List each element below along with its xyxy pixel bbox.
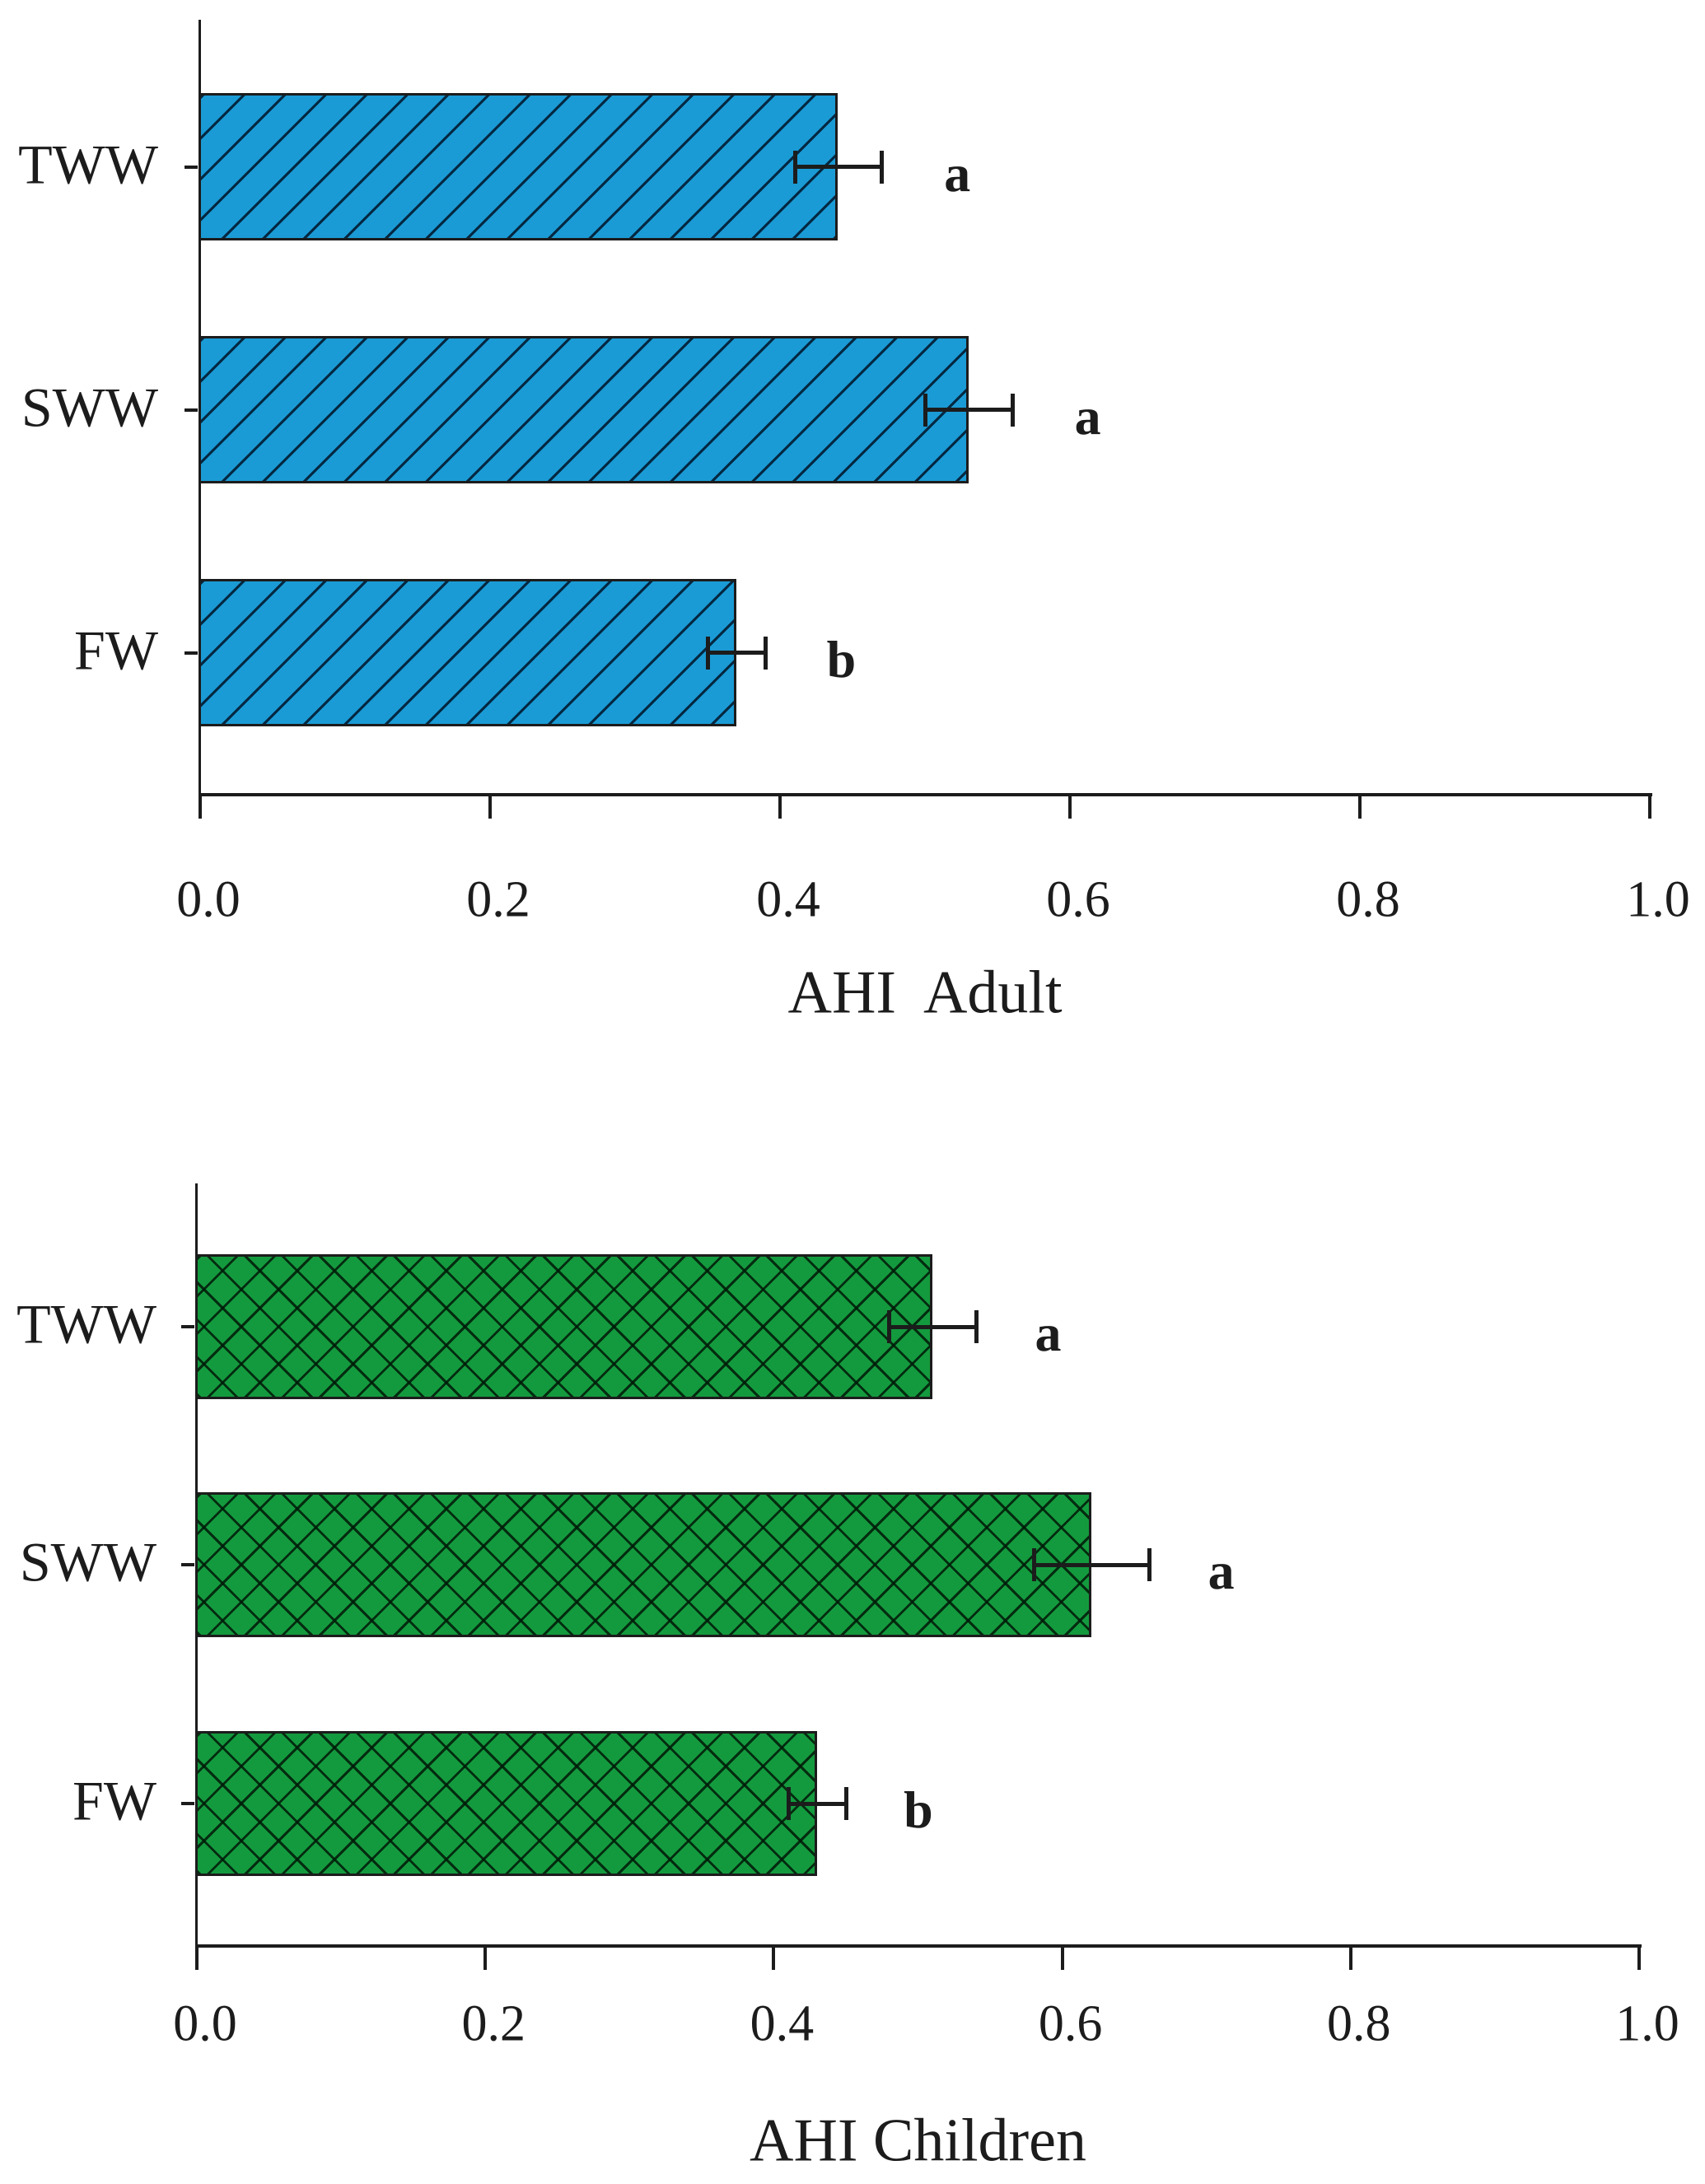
significance-letter: a: [1074, 386, 1101, 446]
error-bar: [787, 1801, 846, 1806]
x-tick-label: 0.0: [176, 871, 241, 928]
x-tick: [1648, 796, 1651, 819]
bar-tww: [199, 93, 838, 240]
x-tick-label: 0.4: [756, 871, 820, 928]
error-bar: [1033, 1562, 1149, 1567]
y-tick: [181, 1325, 194, 1328]
bar-sww: [199, 336, 969, 483]
error-bar-cap-right: [880, 150, 885, 184]
error-bar-cap-left: [786, 1787, 791, 1820]
x-tick: [1068, 796, 1072, 819]
significance-letter: b: [826, 629, 857, 688]
category-label-sww: SWW: [19, 1530, 156, 1594]
significance-letter: b: [904, 1780, 933, 1839]
x-axis-title: AHI Adult: [787, 959, 1063, 1027]
error-bar-cap-right: [1010, 393, 1015, 427]
x-axis-title: AHI Children: [750, 2107, 1086, 2175]
x-tick-label: 0.6: [1046, 871, 1110, 928]
x-axis: [199, 793, 1652, 796]
x-tick: [488, 796, 492, 819]
significance-letter: a: [1208, 1542, 1235, 1600]
error-bar-cap-right: [764, 636, 768, 670]
error-bar-cap-left: [706, 636, 710, 670]
y-tick: [181, 1802, 194, 1805]
bar-fw: [195, 1731, 817, 1876]
category-label-sww: SWW: [21, 375, 158, 438]
x-tick: [195, 1948, 199, 1970]
error-bar-cap-right: [843, 1787, 848, 1820]
error-bar: [925, 408, 1012, 412]
y-tick: [181, 1563, 194, 1566]
category-label-fw: FW: [72, 1769, 156, 1832]
error-bar-cap-left: [887, 1310, 892, 1343]
x-tick: [1348, 1948, 1352, 1970]
x-tick: [199, 796, 202, 819]
error-bar-cap-left: [792, 150, 797, 184]
bar-sww: [195, 1492, 1091, 1637]
error-bar-cap-left: [1031, 1548, 1036, 1581]
x-tick-label: 0.2: [466, 871, 530, 928]
significance-letter: a: [944, 143, 971, 203]
x-tick-label: 1.0: [1615, 1995, 1679, 2052]
x-tick: [483, 1948, 488, 1970]
bar-tww: [195, 1254, 932, 1399]
x-tick-label: 0.8: [1327, 1995, 1391, 2052]
x-tick-label: 1.0: [1626, 871, 1690, 928]
x-tick-label: 0.6: [1038, 1995, 1103, 2052]
bar-fw: [199, 579, 737, 726]
error-bar: [708, 651, 766, 655]
x-tick-label: 0.8: [1336, 871, 1400, 928]
category-label-fw: FW: [74, 618, 158, 681]
significance-letter: a: [1035, 1304, 1062, 1362]
x-tick: [1060, 1948, 1064, 1970]
x-tick-label: 0.0: [173, 1995, 237, 2052]
category-label-tww: TWW: [18, 132, 158, 195]
x-tick: [1358, 796, 1362, 819]
y-tick: [185, 165, 198, 169]
x-tick-label: 0.4: [750, 1995, 815, 2052]
error-bar: [794, 165, 882, 169]
x-tick: [1637, 1948, 1641, 1970]
x-tick: [772, 1948, 776, 1970]
error-bar-cap-left: [923, 393, 927, 427]
error-bar-cap-right: [1147, 1548, 1151, 1581]
error-bar: [889, 1324, 976, 1329]
category-label-tww: TWW: [16, 1292, 156, 1356]
error-bar-cap-right: [974, 1310, 979, 1343]
x-tick: [778, 796, 782, 819]
y-tick: [185, 408, 198, 412]
x-tick-label: 0.2: [461, 1995, 526, 2052]
x-axis: [195, 1944, 1642, 1948]
y-tick: [185, 651, 198, 655]
